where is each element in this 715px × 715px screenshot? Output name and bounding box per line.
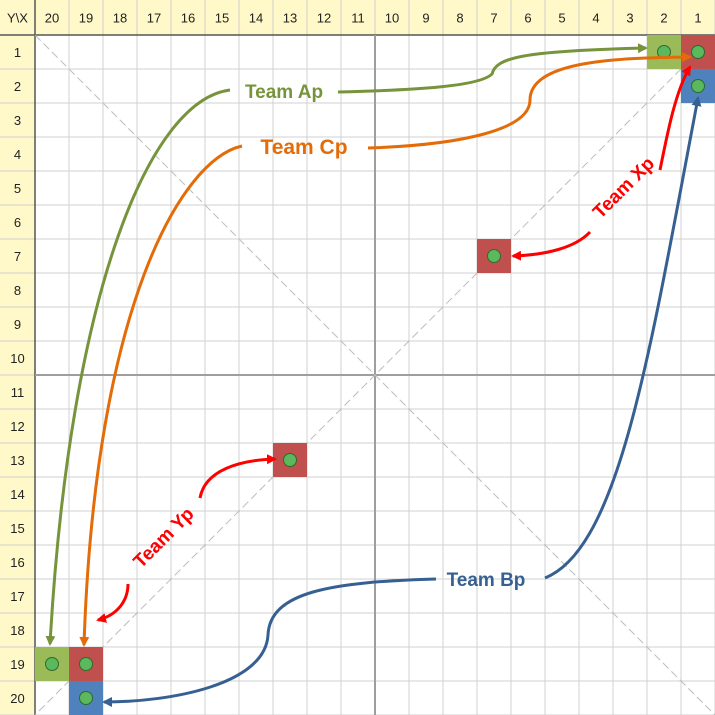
team-c-arrow-to-bottom [79,144,243,647]
team-b-arrow-to-top [544,96,702,580]
y-header-label: 8 [14,283,21,298]
y-header-label: 14 [10,487,24,502]
team-b-label: Team Bp [447,570,526,591]
y-header-label: 10 [10,351,24,366]
marker-dot [691,45,705,59]
marker-dot [45,657,59,671]
marker-dot [487,249,501,263]
y-header-label: 19 [10,657,24,672]
x-header-label: 17 [147,11,161,26]
team-x-arrow-to-center [511,230,592,261]
y-header-label: 12 [10,419,24,434]
x-header-label: 11 [351,11,365,26]
team-a-label: Team Ap [245,82,323,103]
x-header-label: 12 [317,11,331,26]
x-header-label: 5 [558,11,565,26]
arrow-layer [45,43,702,707]
team-b-arrow-to-bottom [102,577,437,707]
x-header-label: 20 [45,11,59,26]
x-header-label: 14 [249,11,263,26]
y-header-label: 9 [14,317,21,332]
marker-dot [283,453,297,467]
y-header-label: 17 [10,589,24,604]
team-a-arrow-to-bottom [45,88,231,646]
marker-dot [79,657,93,671]
y-header-label: 20 [10,691,24,706]
x-header-bar [0,0,715,35]
diagonal-anti [34,34,715,715]
team-y-arrow-to-center [198,454,277,499]
marker-dot [691,79,705,93]
team-c-label: Team Cp [260,136,347,159]
x-header-label: 9 [422,11,429,26]
x-header-label: 8 [456,11,463,26]
x-header-label: 19 [79,11,93,26]
team-a-arrow-to-top [337,43,648,94]
y-header-label: 3 [14,113,21,128]
team-y-arrow-to-bottom [96,583,130,623]
y-header-label: 5 [14,181,21,196]
x-header-label: 4 [592,11,599,26]
x-header-label: 15 [215,11,229,26]
team-labels: Team Ap Team Cp Team Xp Team Yp Team Bp [130,82,659,591]
y-header-label: 13 [10,453,24,468]
x-header-label: 10 [385,11,399,26]
y-header-label: 18 [10,623,24,638]
team-x-arrow-to-top [658,65,692,171]
y-header-label: 6 [14,215,21,230]
y-header-label: 15 [10,521,24,536]
corner-label: Y\X [7,11,28,26]
x-header-label: 18 [113,11,127,26]
y-header-label: 2 [14,79,21,94]
y-header-label: 16 [10,555,24,570]
x-header-label: 13 [283,11,297,26]
y-header-label: 4 [14,147,21,162]
x-header-label: 6 [524,11,531,26]
team-c-arrow-to-top [367,52,692,150]
x-header-label: 1 [694,11,701,26]
x-header-label: 2 [660,11,667,26]
marker-dot [79,691,93,705]
y-header-label: 1 [14,45,21,60]
x-header-label: 16 [181,11,195,26]
cell-layer [35,35,715,715]
y-header-bar [0,0,35,715]
y-header-label: 7 [14,249,21,264]
x-header-label: 7 [490,11,497,26]
team-x-label: Team Xp [589,153,659,223]
y-header-label: 11 [11,385,25,400]
x-header-label: 3 [626,11,633,26]
